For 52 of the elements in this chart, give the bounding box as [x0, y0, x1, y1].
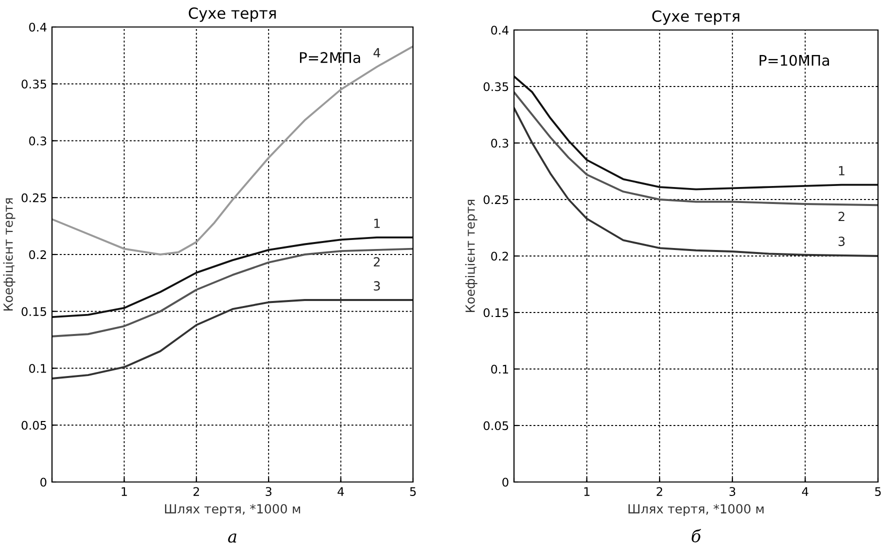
- series-label: 3: [838, 236, 845, 246]
- series-label: 2: [838, 212, 844, 222]
- line-series: [52, 299, 413, 380]
- y-axis-title: Коефіцієнт тертя: [3, 198, 16, 310]
- y-tick-label: 0: [502, 478, 508, 487]
- line-series: [52, 236, 413, 318]
- series-label: 2: [374, 257, 380, 266]
- line-series: [52, 248, 413, 338]
- y-tick-label: 0.35: [484, 82, 508, 92]
- y-tick-label: 0.35: [22, 80, 46, 89]
- line-series: [514, 91, 878, 206]
- y-tick-label: 0.15: [22, 307, 46, 316]
- y-tick-label: 0.25: [22, 193, 46, 202]
- y-axis-title: Коефіцієнт тертя: [465, 200, 478, 312]
- x-tick-label: 2: [656, 487, 662, 496]
- text: б: [692, 529, 702, 542]
- series-label: 4: [374, 48, 380, 58]
- chart-title: Сухе тертя: [652, 10, 740, 25]
- x-axis-title: Шлях тертя, *1000 м: [165, 504, 300, 516]
- y-tick-label: 0.1: [29, 364, 46, 373]
- x-tick-label: 5: [875, 487, 881, 496]
- x-tick-label: 4: [802, 487, 808, 496]
- line-series: [514, 106, 878, 257]
- annotation: P=2МПа: [300, 52, 360, 64]
- x-tick-label: 3: [266, 487, 272, 496]
- y-tick-label: 0.15: [484, 308, 508, 318]
- y-tick-label: 0.2: [491, 252, 508, 261]
- x-tick-label: 1: [584, 487, 590, 496]
- y-tick-label: 0.05: [22, 420, 46, 430]
- x-tick-label: 5: [410, 487, 416, 496]
- y-tick-label: 0.25: [484, 195, 508, 204]
- series-label: 3: [374, 281, 380, 291]
- x-tick-label: 4: [338, 487, 344, 496]
- y-tick-label: 0: [40, 478, 46, 487]
- x-tick-label: 2: [194, 487, 199, 496]
- y-tick-label: 0.4: [491, 26, 508, 35]
- annotation: P=10МПа: [760, 54, 829, 66]
- line-series: [514, 75, 878, 190]
- y-tick-label: 0.2: [29, 250, 46, 260]
- x-tick-label: 3: [730, 487, 736, 496]
- text: а: [228, 534, 236, 543]
- x-tick-label: 1: [122, 487, 127, 496]
- y-tick-label: 0.4: [29, 22, 46, 32]
- x-axis-title: Шлях тертя, *1000 м: [628, 504, 764, 516]
- chart-title: Сухе тертя: [188, 7, 276, 22]
- y-tick-label: 0.1: [491, 364, 508, 374]
- series-label: 1: [838, 166, 844, 176]
- line-series: [52, 45, 413, 256]
- series-label: 1: [374, 218, 380, 228]
- y-tick-label: 0.3: [491, 138, 508, 148]
- y-tick-label: 0.05: [484, 421, 508, 430]
- y-tick-label: 0.3: [29, 136, 46, 146]
